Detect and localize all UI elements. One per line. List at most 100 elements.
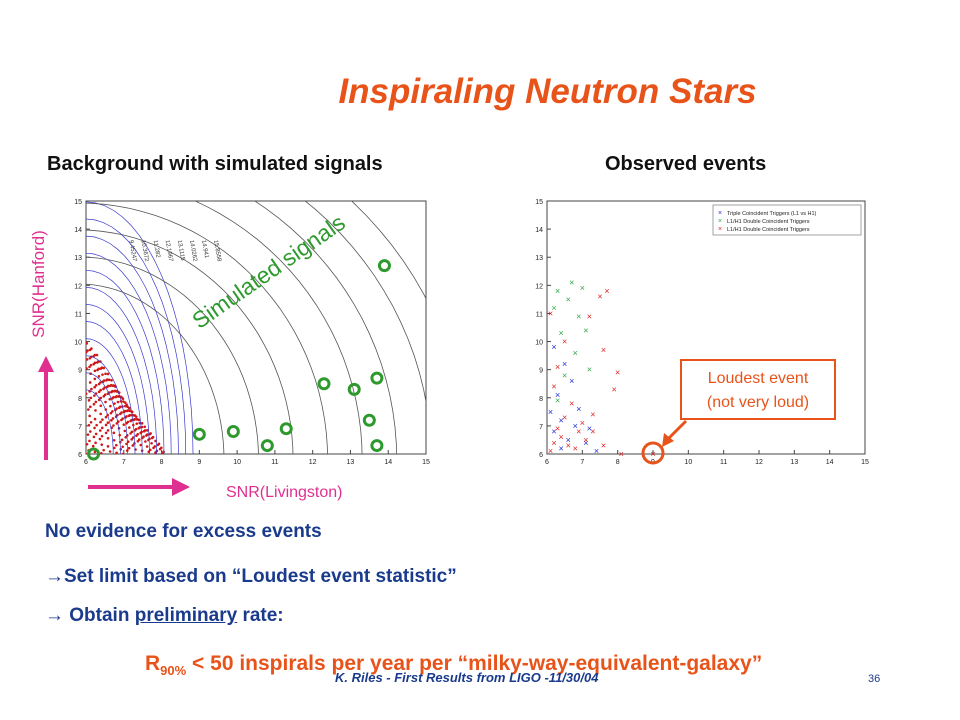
y-arrow-label: SNR(Hanford) <box>29 230 48 338</box>
event-point: × <box>551 303 556 313</box>
simulated-signal-marker <box>260 439 274 453</box>
background-point <box>111 417 115 420</box>
rate-symbol: R <box>145 652 161 675</box>
rate-text: < 50 inspirals per year per “milky-way-e… <box>186 652 763 675</box>
background-point <box>93 377 97 381</box>
simulated-signal-marker <box>377 259 391 273</box>
background-point <box>123 409 127 413</box>
x-tick-label: 11 <box>271 459 278 466</box>
y-tick-label: 8 <box>539 396 543 403</box>
simulated-signal-marker <box>317 377 331 391</box>
background-point <box>102 448 105 452</box>
background-point <box>106 372 110 376</box>
background-point <box>86 358 89 361</box>
slide-title: Inspiraling Neutron Stars <box>338 72 757 111</box>
event-point: × <box>548 308 553 318</box>
background-point <box>99 396 103 400</box>
simulated-signal-marker <box>370 371 384 385</box>
background-point <box>121 452 125 454</box>
contour-label: 12.1967 <box>164 240 174 263</box>
y-tick-label: 7 <box>78 424 82 431</box>
simulated-signal-marker <box>226 425 240 439</box>
x-tick-label: 7 <box>580 459 584 466</box>
background-point <box>86 367 88 370</box>
event-point: × <box>562 370 567 380</box>
background-point <box>142 435 145 438</box>
event-point: × <box>580 283 585 293</box>
contour-label: 15.8558 <box>212 240 222 263</box>
event-point: × <box>573 443 578 453</box>
background-point <box>99 388 102 392</box>
y-tick-label: 10 <box>535 340 543 347</box>
background-point <box>86 452 88 454</box>
event-point: × <box>569 398 574 408</box>
background-point <box>104 423 108 427</box>
rate-subscript: 90% <box>160 663 187 679</box>
snr-contour <box>86 202 328 454</box>
event-point: × <box>551 342 556 352</box>
background-point <box>157 442 161 446</box>
legend-label: L1/H1 Double Coincident Triggers <box>727 219 810 225</box>
event-point: × <box>555 362 560 372</box>
background-point <box>133 414 137 417</box>
event-point: × <box>590 410 595 420</box>
up-arrow-icon <box>38 356 54 460</box>
background-point <box>160 446 163 450</box>
event-point: × <box>548 446 553 456</box>
background-point <box>153 445 157 448</box>
background-contour <box>86 321 143 454</box>
background-point <box>106 421 110 424</box>
event-point: × <box>587 365 592 375</box>
x-tick-label: 6 <box>84 459 88 466</box>
legend-label: L1/H1 Double Coincident Triggers <box>727 227 810 233</box>
event-point: × <box>601 345 606 355</box>
background-point <box>95 353 99 357</box>
background-point <box>94 432 98 436</box>
background-point <box>112 396 115 399</box>
background-point <box>94 441 97 445</box>
background-point <box>86 349 89 352</box>
event-point: × <box>583 325 588 335</box>
background-point <box>120 395 123 399</box>
snr-contour <box>304 201 426 404</box>
background-point <box>112 438 116 442</box>
x-arrow-label: SNR(Livingston) <box>226 484 343 501</box>
event-point: × <box>576 404 581 414</box>
background-point <box>110 378 113 382</box>
y-tick-label: 11 <box>75 311 82 318</box>
background-point <box>98 429 102 432</box>
event-point: × <box>566 441 571 451</box>
background-point <box>112 384 115 387</box>
background-point <box>93 361 97 365</box>
background-point <box>102 379 106 382</box>
background-point <box>106 436 110 440</box>
snr-contour <box>86 283 225 454</box>
x-tick-label: 6 <box>545 459 549 466</box>
background-point <box>94 384 98 387</box>
footer-citation: K. Riles - First Results from LIGO -11/3… <box>335 670 599 685</box>
simulated-signal-marker <box>362 413 376 427</box>
background-point <box>131 444 135 447</box>
event-point: × <box>559 432 564 442</box>
background-point <box>87 399 91 402</box>
event-point: × <box>555 286 560 296</box>
loudest-event-callout: Loudest event (not very loud) <box>680 359 836 420</box>
background-point <box>120 438 124 442</box>
event-point: × <box>562 412 567 422</box>
x-tick-label: 8 <box>160 459 164 466</box>
background-point <box>111 410 114 413</box>
x-tick-label: 13 <box>790 459 798 466</box>
background-point <box>90 347 93 350</box>
background-point <box>125 415 128 418</box>
background-point <box>113 402 116 405</box>
contour-layer: 9.45247 10.3672 11.282 12.1967 13.1115 14.026… <box>86 201 426 454</box>
event-point: × <box>551 382 556 392</box>
background-point <box>143 425 147 429</box>
background-point <box>86 442 89 446</box>
background-point <box>112 431 116 435</box>
legend-label: Triple Coincident Triggers (L1 vs H1) <box>727 211 817 217</box>
event-point: × <box>612 384 617 394</box>
background-point <box>128 426 131 429</box>
event-point: × <box>573 421 578 431</box>
loudest-line1: Loudest event <box>707 370 809 387</box>
